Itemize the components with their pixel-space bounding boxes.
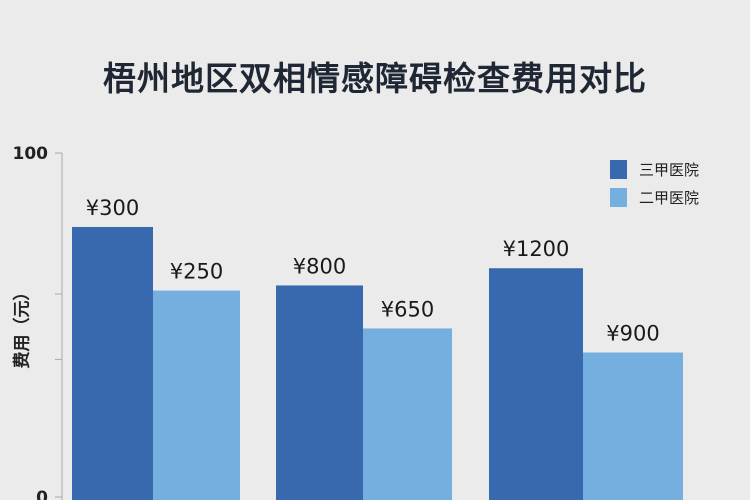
legend: 三甲医院 二甲医院 (610, 155, 699, 211)
bar-三甲医院-2 (489, 268, 583, 500)
legend-swatch (610, 187, 627, 207)
bar-二甲医院-0 (153, 290, 240, 500)
legend-label: 二甲医院 (639, 188, 700, 207)
legend-swatch (610, 159, 627, 179)
bar-二甲医院-1 (363, 328, 452, 500)
legend-item-series-0: 三甲医院 (610, 155, 699, 183)
bar-二甲医院-2 (583, 352, 683, 500)
y-tick-label: 0 (36, 488, 48, 500)
legend-item-series-1: 二甲医院 (610, 183, 699, 211)
chart-title: 梧州地区双相情感障碍检查费用对比 (103, 59, 647, 98)
bar-三甲医院-1 (276, 285, 363, 500)
legend-label: 三甲医院 (639, 160, 700, 179)
data-label: ¥900 (606, 322, 659, 346)
data-label: ¥800 (293, 254, 346, 278)
data-label: ¥1200 (503, 237, 570, 261)
bar-三甲医院-0 (72, 226, 153, 500)
data-label: ¥300 (86, 196, 139, 220)
y-tick-label: 100 (13, 144, 49, 164)
data-label: ¥250 (170, 260, 223, 284)
data-label: ¥650 (381, 297, 434, 321)
